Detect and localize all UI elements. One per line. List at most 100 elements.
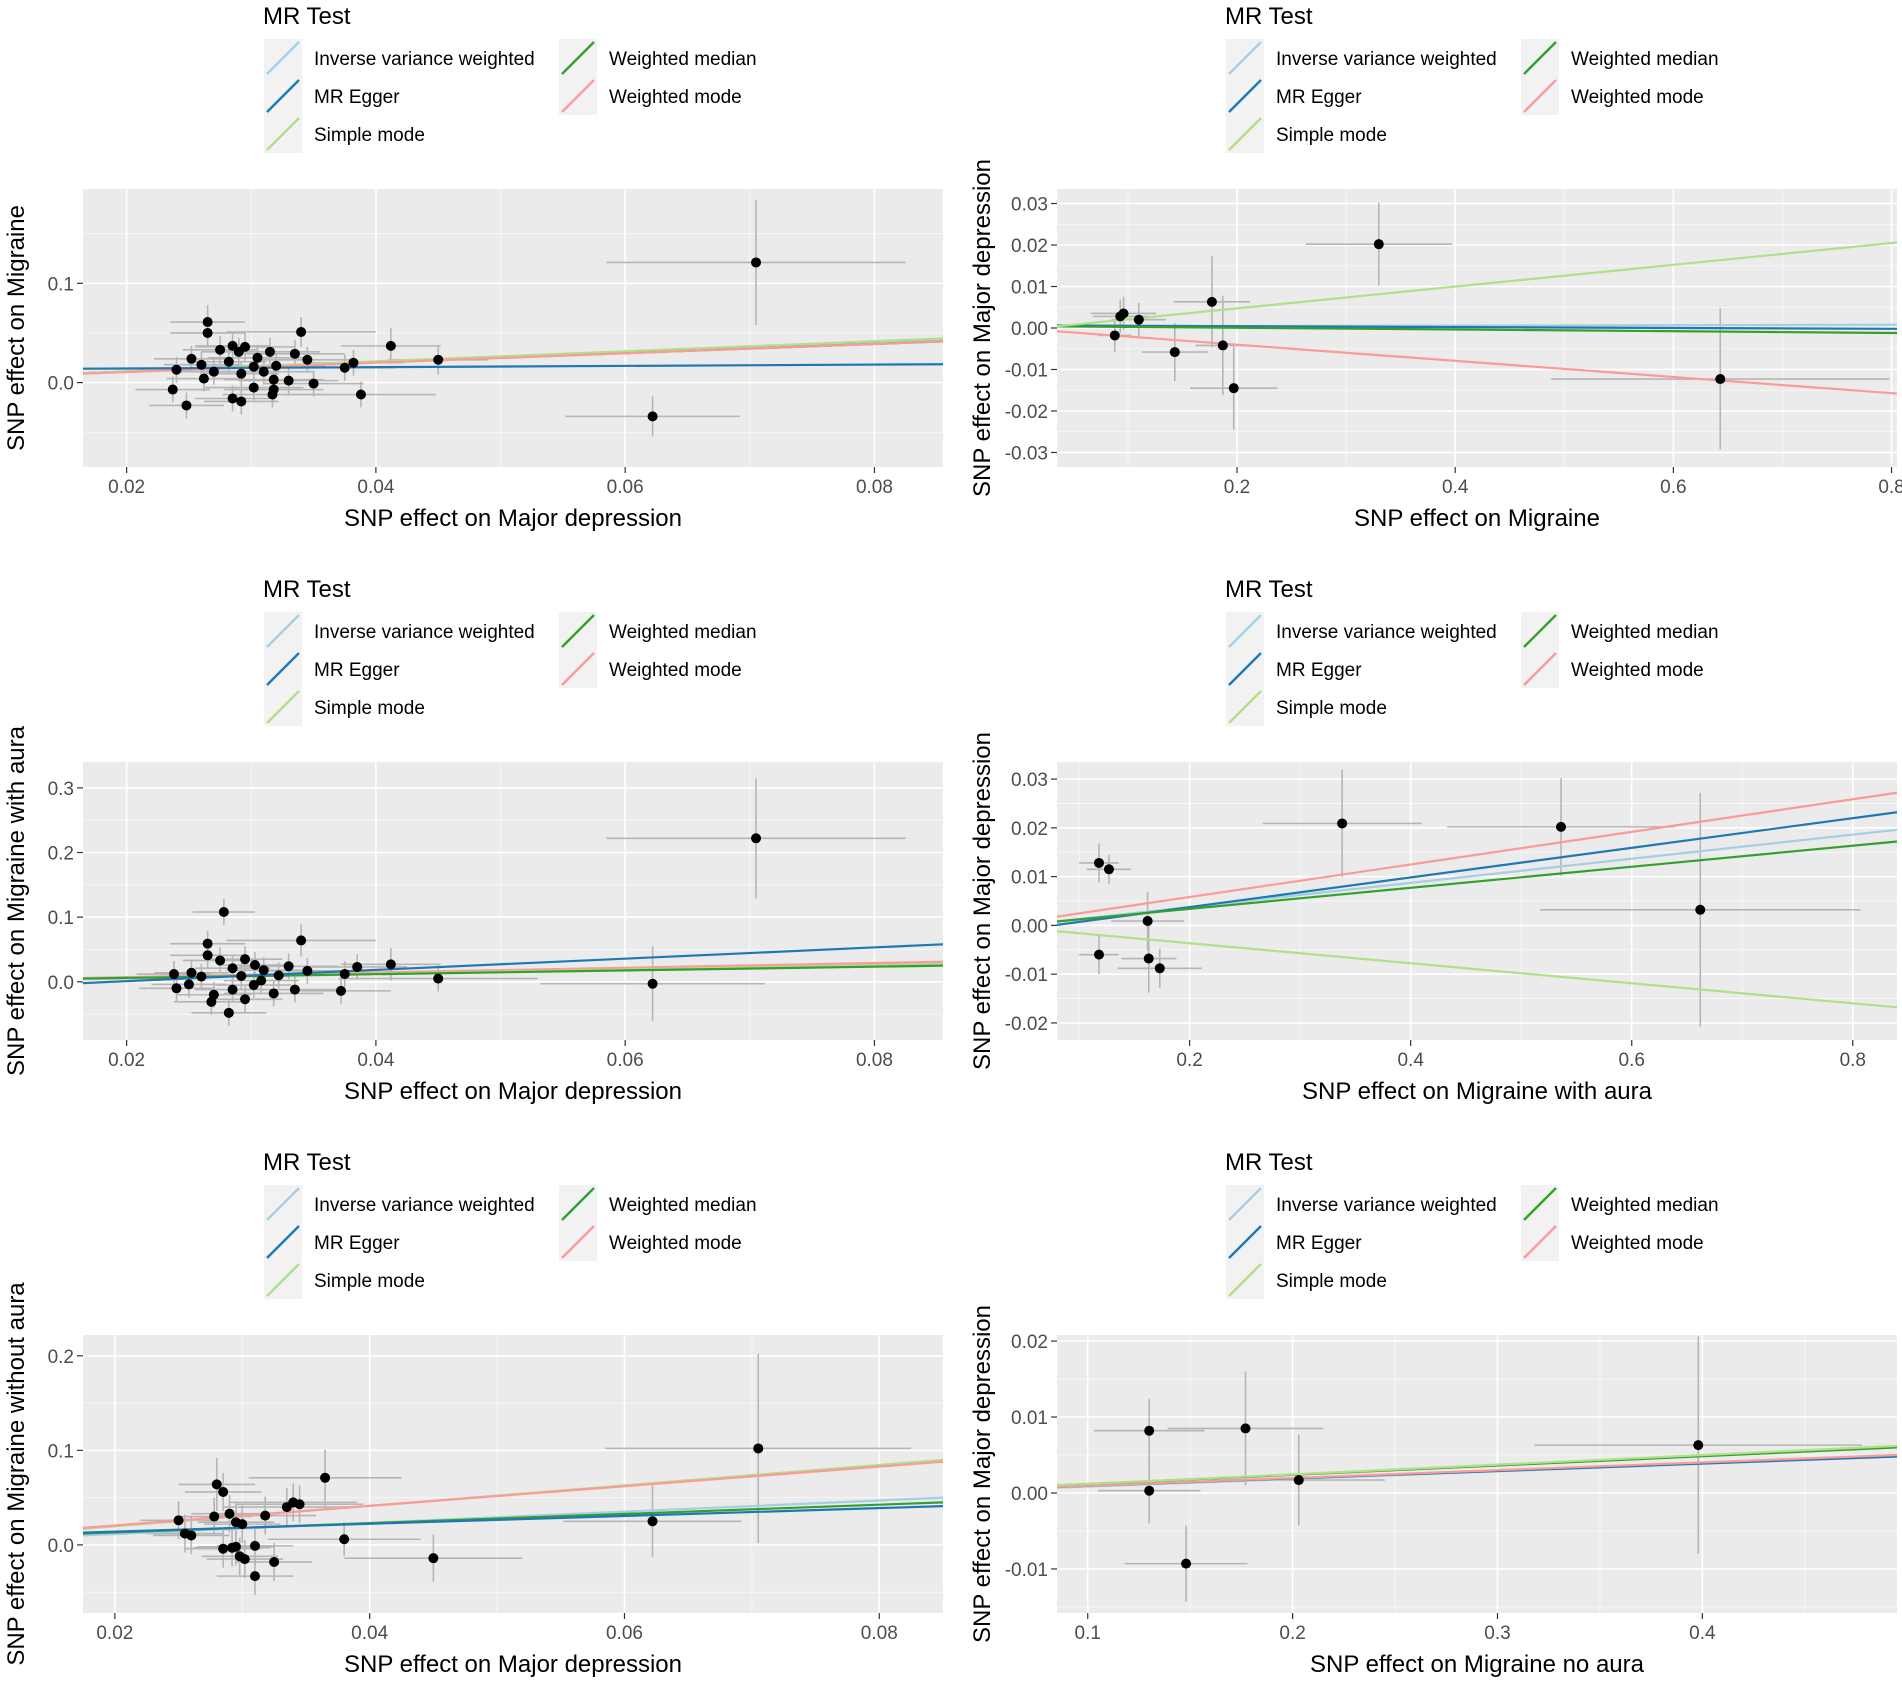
data-points [1109, 239, 1726, 394]
legend-label: Inverse variance weighted [1276, 622, 1497, 643]
legend-key-line [266, 1187, 300, 1221]
legend-label: Weighted mode [1571, 87, 1704, 108]
data-point [173, 1515, 184, 1526]
regression-line-simple-mode [1057, 241, 1897, 328]
regression-line-mr-egger [83, 1505, 943, 1534]
legend-label: Simple mode [1276, 1271, 1387, 1292]
data-point [211, 1479, 222, 1490]
legend-key-line [266, 117, 300, 151]
data-point [1169, 347, 1180, 358]
data-point [352, 961, 363, 972]
regression-line-weighted-mode [1057, 1453, 1897, 1489]
data-point [1181, 1558, 1192, 1569]
legend-item-simple-mode: Simple mode [264, 1261, 425, 1299]
x-axis-label: SNP effect on Major depression [344, 1078, 682, 1105]
data-point [647, 978, 658, 989]
data-point [433, 354, 444, 365]
legend-key-line [266, 1225, 300, 1259]
data-point [753, 1443, 764, 1454]
legend-item-mr-egger: MR Egger [264, 650, 400, 688]
legend-key-line [1523, 1187, 1557, 1221]
data-point [271, 360, 282, 371]
y-axis-label: SNP effect on Migraine without aura [3, 1282, 30, 1666]
legend-label: Simple mode [314, 1271, 425, 1292]
legend-key-line [266, 1263, 300, 1297]
y-tick-label: -0.01 [1005, 965, 1048, 986]
legend-label: MR Egger [314, 660, 400, 681]
data-point [1115, 311, 1126, 322]
legend: MR Test Inverse variance weighted Weighted… [1225, 576, 1719, 726]
legend-label: Weighted median [1571, 49, 1719, 70]
regression-lines [1057, 1444, 1897, 1489]
legend-label: Weighted median [609, 49, 757, 70]
data-point [296, 326, 307, 337]
y-tick-label: 0.0 [48, 1536, 74, 1557]
data-point [320, 1472, 331, 1483]
data-point [248, 382, 259, 393]
legend-item-mr-egger: MR Egger [264, 1223, 400, 1261]
legend: MR Test Inverse variance weighted Weighted… [1225, 3, 1719, 153]
y-tick-label: 0.03 [1011, 195, 1048, 216]
data-point [171, 983, 182, 994]
data-point [1154, 963, 1165, 974]
data-point [202, 950, 213, 961]
data-point [196, 359, 207, 370]
legend-label: MR Egger [314, 87, 400, 108]
data-point [230, 1541, 241, 1552]
data-point [209, 1511, 220, 1522]
legend-item-weighted-mode: Weighted mode [559, 650, 742, 688]
y-tick-label: -0.02 [1005, 1014, 1048, 1035]
y-axis-label: SNP effect on Major depression [969, 732, 996, 1070]
legend-item-simple-mode: Simple mode [1226, 115, 1387, 153]
y-tick-label: 0.0 [48, 374, 74, 395]
legend-item-weighted-median: Weighted median [1521, 612, 1719, 650]
legend-label: Weighted mode [1571, 660, 1704, 681]
x-tick-label: 0.6 [1660, 477, 1686, 498]
data-point [236, 368, 247, 379]
y-tick-label: 0.0 [48, 973, 74, 994]
data-point [202, 327, 213, 338]
minor-gridlines [1057, 762, 1897, 1040]
data-point [227, 984, 238, 995]
data-point [218, 1486, 229, 1497]
data-point [1142, 915, 1153, 926]
x-tick-label: 0.8 [1840, 1050, 1866, 1071]
axis-ticks: 0.02 0.04 0.06 0.08 0.0 0.1 [48, 274, 893, 498]
data-point [1715, 374, 1726, 385]
y-tick-label: -0.01 [1005, 360, 1048, 381]
legend-key-line [1228, 117, 1262, 151]
data-point [1143, 953, 1154, 964]
legend-key-line [1228, 1225, 1262, 1259]
y-tick-label: 0.00 [1011, 1484, 1048, 1505]
data-point [1109, 330, 1120, 341]
data-point [186, 1530, 197, 1541]
regression-line-mr-egger [83, 943, 943, 985]
legend-key-line [1228, 690, 1262, 724]
legend-item-mr-egger: MR Egger [264, 77, 400, 115]
regression-line-simple-mode [1057, 1444, 1897, 1487]
minor-gridlines [1057, 1335, 1897, 1613]
regression-lines [1057, 791, 1897, 1009]
data-point [224, 1508, 235, 1519]
data-point [302, 354, 313, 365]
x-tick-label: 0.06 [607, 1050, 644, 1071]
x-tick-label: 0.02 [108, 477, 145, 498]
legend-item-inverse-variance-weighted: Inverse variance weighted [1226, 1185, 1497, 1223]
regression-line-mr-egger [83, 363, 943, 370]
legend-title: MR Test [1225, 1149, 1313, 1176]
y-tick-label: 0.01 [1011, 278, 1048, 299]
axis-ticks: 0.1 0.2 0.3 0.4 -0.01 0.00 0.01 0.02 [1005, 1332, 1716, 1644]
data-point [1094, 857, 1104, 868]
data-point [433, 973, 444, 984]
x-tick-label: 0.4 [1442, 477, 1469, 498]
data-point [198, 373, 209, 384]
chart-panel-1: 0.02 0.04 0.06 0.08 0.0 0.1 SNP effect on Majo… [3, 3, 943, 532]
data-points [168, 833, 762, 1018]
legend-label: Simple mode [1276, 125, 1387, 146]
x-tick-label: 0.04 [351, 1623, 388, 1644]
chart-panel-5: 0.02 0.04 0.06 0.08 0.0 0.1 0.2 SNP effect on M… [3, 1149, 943, 1678]
data-point [1144, 1485, 1155, 1496]
legend-key-line [1228, 614, 1262, 648]
data-point [1695, 904, 1706, 915]
data-point [258, 965, 269, 976]
